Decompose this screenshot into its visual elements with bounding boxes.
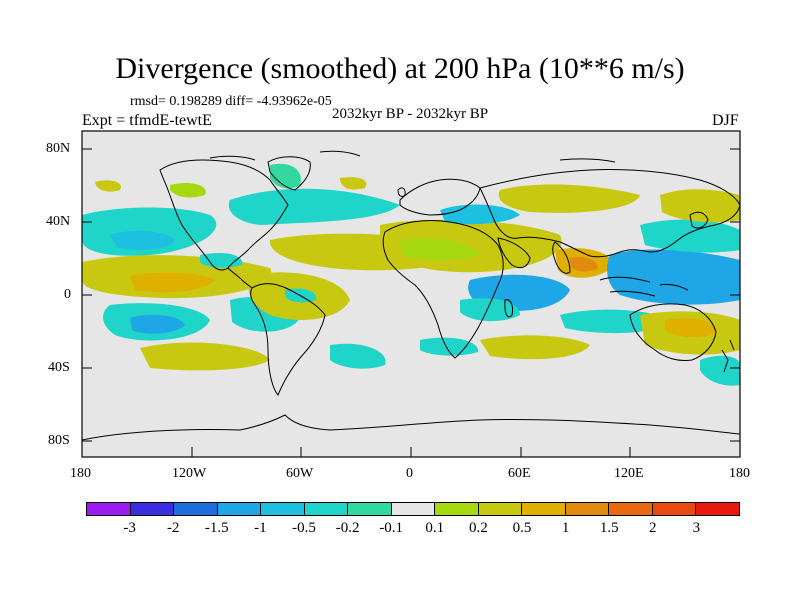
x-tick-label: 180 (729, 466, 750, 481)
subtitle-text: 2032kyr BP - 2032kyr BP (331, 106, 489, 122)
colorbar-label: -1 (254, 520, 267, 536)
y-tick-label: 80N (46, 141, 71, 156)
x-tick-label: 180 (70, 466, 91, 481)
colorbar-swatch (130, 503, 175, 515)
india-coast (552, 241, 571, 274)
x-tick-label: 60W (286, 466, 314, 481)
colorbar-swatch (609, 503, 653, 515)
arctic-islands-coast (209, 150, 616, 163)
colorbar-label: -0.1 (379, 520, 404, 536)
colorbar-swatch (696, 503, 739, 515)
blob-npac-olive (660, 189, 740, 223)
blob-sp-olive (140, 342, 270, 371)
x-tick-label: 0 (406, 466, 413, 481)
colorbar-swatch (391, 503, 436, 515)
y-tick-label: 0 (64, 287, 71, 302)
colorbar-label: 0.5 (512, 520, 532, 536)
blob-aus-cyan (700, 355, 740, 386)
blob-satl2-cyan (420, 337, 479, 356)
colorbar-swatch (652, 503, 697, 515)
australia-coast (629, 303, 717, 361)
colorbar-swatch (435, 503, 479, 515)
colorbar-label: 0.1 (425, 520, 445, 536)
colorbar-swatch (565, 503, 610, 515)
asia-coast (479, 168, 740, 258)
central-america-coast (227, 267, 253, 289)
colorbar-swatch (348, 503, 392, 515)
blob-wp-blue (607, 249, 740, 305)
greenland-coast (267, 156, 311, 191)
y-tick-label: 40S (48, 360, 70, 375)
colorbar-swatch (261, 503, 305, 515)
colorbar-swatch (522, 503, 566, 515)
colorbar-label: 2 (649, 520, 657, 536)
europe-coast (399, 178, 481, 216)
y-tick-label: 40N (46, 214, 71, 229)
blob-greenland (270, 163, 301, 189)
arabia-coast (497, 237, 531, 269)
colorbar-label: 0.2 (469, 520, 488, 536)
stats-text: rmsd= 0.198289 diff= -4.93962e-05 (130, 94, 332, 109)
blob-spac-orange (665, 318, 718, 338)
colorbar-label: -1.5 (204, 520, 229, 536)
colorbar-label: -2 (166, 520, 180, 536)
blob-arctic-olive (95, 180, 121, 192)
colorbar-swatch (304, 503, 349, 515)
colorbar-labels: -3 -2 -1.5 -1 -0.5 -0.2 -0.1 0.1 0.2 0.5 1 1.5 2 3 (0, 520, 800, 540)
colorbar-swatch (217, 503, 262, 515)
antarctica-coast (82, 414, 740, 441)
y-tick-label: 80S (48, 433, 70, 448)
colorbar (86, 502, 740, 516)
colorbar-swatch (478, 503, 523, 515)
colorbar-label: -3 (123, 520, 136, 536)
blob-atl-cyan (228, 188, 400, 225)
new-zealand-coast (721, 339, 735, 373)
colorbar-label: 1 (561, 520, 570, 536)
colorbar-label: 1.5 (599, 520, 619, 536)
madagascar-coast (504, 299, 513, 318)
blob-mc-red (570, 257, 598, 272)
x-tick-marks (81, 447, 741, 457)
indonesia-coast (599, 276, 689, 297)
colorbar-swatch (87, 503, 131, 515)
north-america-coast (159, 159, 289, 271)
blob-sp-blue (130, 314, 185, 334)
colorbar-label: 3 (692, 520, 701, 536)
colorbar-swatch (174, 503, 218, 515)
blob-na-olive (340, 177, 367, 190)
uk-coast (397, 187, 406, 197)
colorbar-label: -0.5 (292, 520, 316, 536)
colorbar-label: -0.2 (335, 520, 360, 536)
plot-title: Divergence (smoothed) at 200 hPa (10**6 … (115, 52, 685, 85)
blob-sio-olive (480, 335, 590, 360)
x-tick-label: 120E (614, 466, 644, 481)
experiment-label: Expt = tfmdE-tewtE (82, 112, 212, 129)
x-tick-label: 120W (172, 466, 207, 481)
season-label: DJF (712, 112, 739, 129)
africa-coast (382, 219, 504, 359)
divergence-field (82, 163, 740, 386)
blob-ne-pac-yellow (170, 183, 206, 198)
blob-np-blue (110, 230, 175, 250)
blob-ep-orange (130, 272, 215, 293)
blob-wp-cyan (640, 219, 740, 253)
coastlines (82, 150, 740, 441)
y-tick-marks (82, 148, 740, 442)
blob-asia-olive (498, 184, 640, 213)
south-america-coast (250, 283, 326, 396)
blob-africa-yellow (400, 238, 480, 261)
blob-satl-cyan (330, 343, 386, 369)
japan-coast (689, 211, 709, 229)
x-tick-label: 60E (508, 466, 531, 481)
